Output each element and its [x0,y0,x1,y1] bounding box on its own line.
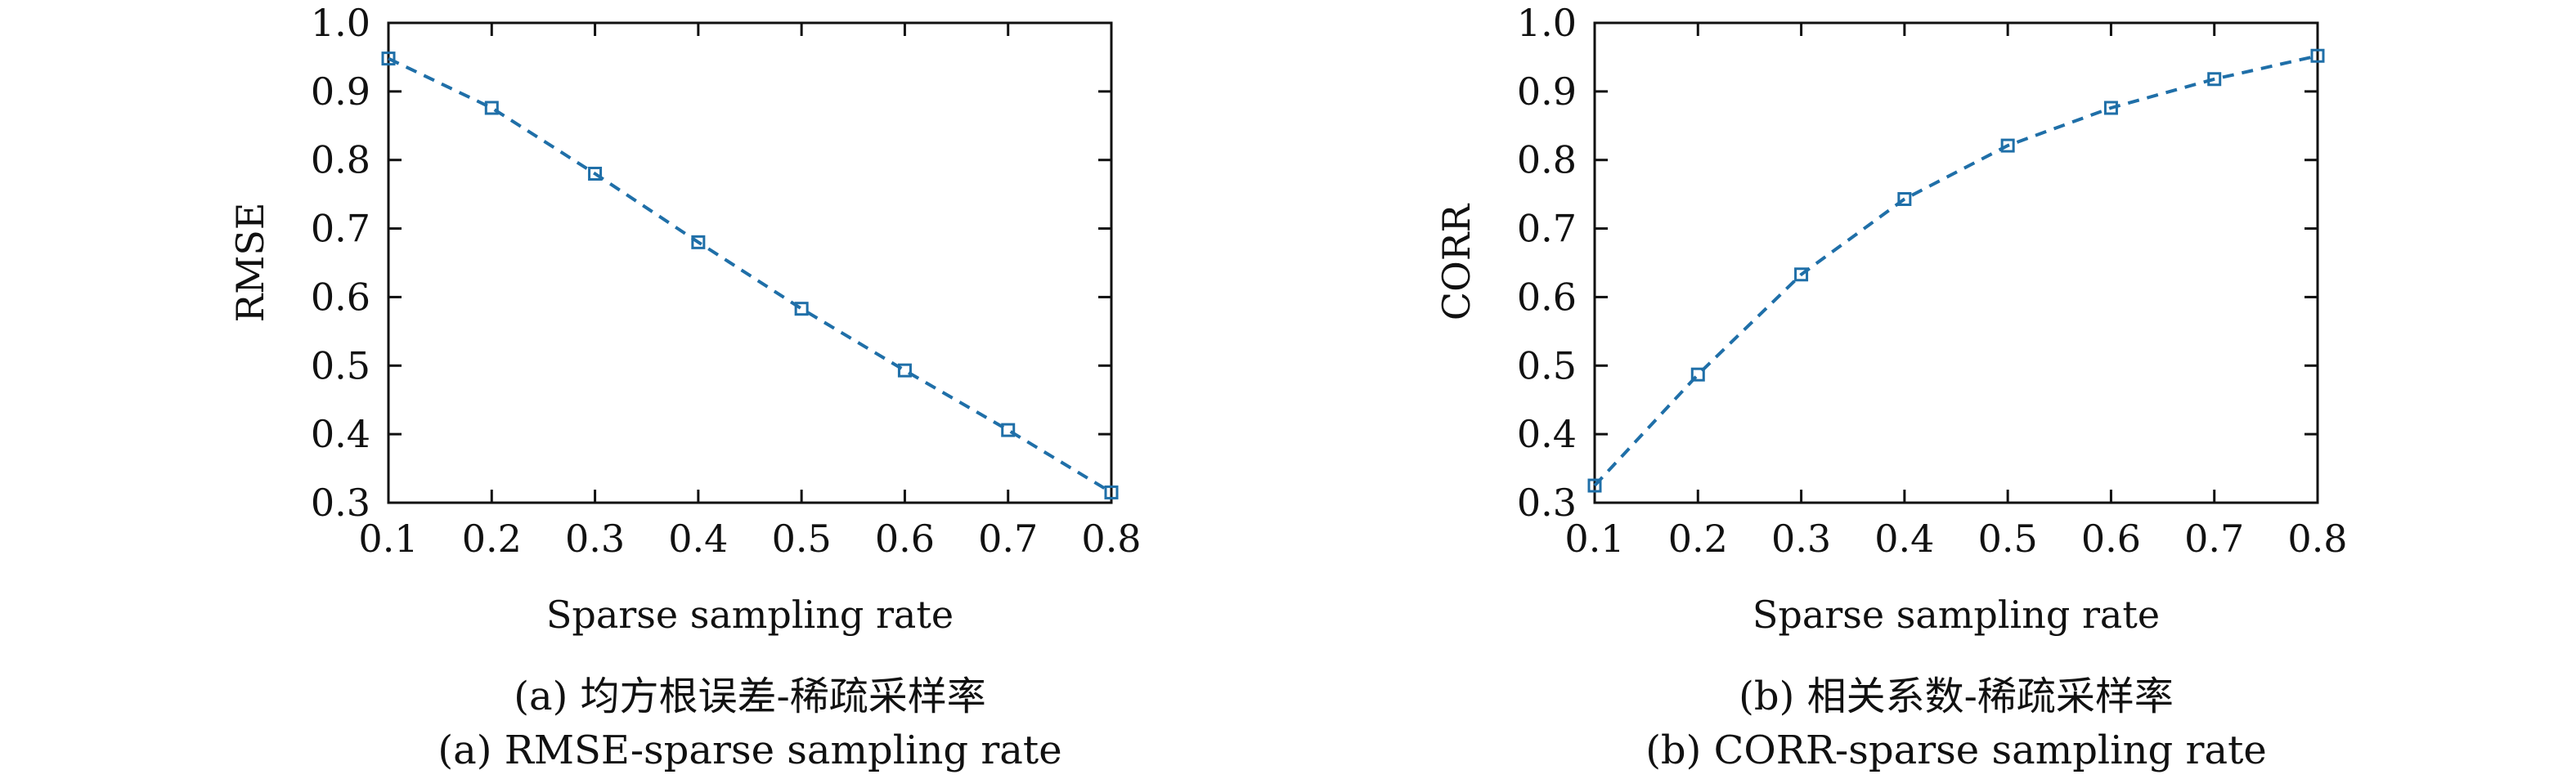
x-tick-label: 0.2 [462,517,522,561]
data-point-marker [794,302,809,316]
data-point-marker [691,235,706,249]
tick-marks [387,21,1113,504]
data-point-marker [2103,101,2118,115]
data-point-marker [2000,138,2015,153]
x-axis-label: Sparse sampling rate [546,593,954,637]
plot-frame [387,21,1113,504]
y-tick-label: 0.9 [1517,69,1577,114]
y-tick-labels: 0.3 0.4 0.5 0.6 0.7 0.8 0.9 1.0 [311,1,370,525]
x-tick-label: 0.6 [2081,517,2141,561]
data-point-marker [1587,478,1602,493]
y-tick-label: 1.0 [311,1,370,45]
y-tick-label: 0.4 [1517,412,1577,456]
data-point-marker [1001,423,1016,437]
tick-marks [1593,21,2319,504]
x-tick-label: 0.7 [2184,517,2244,561]
y-tick-label: 0.6 [1517,275,1577,319]
data-point-marker [1104,485,1119,499]
x-tick-label: 0.3 [565,517,625,561]
data-point-marker [484,101,499,115]
plot-frame [1593,21,2319,504]
y-tick-label: 0.5 [311,343,370,387]
caption-chinese: (a) 均方根误差-稀疏采样率 [514,674,986,719]
y-tick-label: 0.5 [1517,343,1577,387]
x-tick-label: 0.8 [2287,517,2347,561]
x-axis-label: Sparse sampling rate [1752,593,2160,637]
y-axis-label: CORR [1434,204,1479,321]
data-point-marker [1794,267,1809,282]
data-point-marker [897,363,912,378]
x-tick-label: 0.5 [1978,517,2038,561]
y-tick-label: 0.9 [311,69,370,114]
x-tick-label: 0.4 [1874,517,1934,561]
x-tick-label: 0.1 [358,517,418,561]
y-tick-label: 0.7 [311,207,370,251]
data-point-marker [381,51,396,66]
x-tick-label: 0.2 [1668,517,1728,561]
rmse-markers [381,51,1119,499]
y-axis-label: RMSE [228,203,272,323]
data-point-marker [1690,367,1705,382]
y-tick-label: 0.3 [311,481,370,525]
corr-markers [1587,48,2325,493]
x-tick-label: 0.4 [668,517,728,561]
y-tick-label: 0.7 [1517,207,1577,251]
y-tick-label: 0.8 [311,138,370,182]
chart-panel-corr: 0.1 0.2 0.3 0.4 0.5 0.6 0.7 0.8 0.3 0.4 0.5 0.6 0.7… [1434,1,2348,773]
data-point-marker [2310,48,2325,63]
x-tick-label: 0.6 [875,517,935,561]
x-tick-label: 0.8 [1081,517,1141,561]
data-point-marker [1897,192,1912,207]
x-tick-labels: 0.1 0.2 0.3 0.4 0.5 0.6 0.7 0.8 [1564,517,2347,561]
y-tick-label: 0.4 [311,412,370,456]
x-tick-label: 0.1 [1564,517,1624,561]
y-tick-labels: 0.3 0.4 0.5 0.6 0.7 0.8 0.9 1.0 [1517,1,1577,525]
chart-panel-rmse: 0.1 0.2 0.3 0.4 0.5 0.6 0.7 0.8 0.3 0.4 0.5 0.6 0.7… [228,1,1142,773]
corr-series-line [1593,54,2318,487]
x-tick-label: 0.7 [978,517,1038,561]
y-tick-label: 0.6 [311,275,370,319]
x-tick-label: 0.5 [772,517,832,561]
data-point-marker [588,166,603,181]
caption-english: (b) CORR-sparse sampling rate [1645,728,2267,773]
rmse-series-line [388,56,1113,495]
x-tick-labels: 0.1 0.2 0.3 0.4 0.5 0.6 0.7 0.8 [358,517,1141,561]
y-tick-label: 0.8 [1517,138,1577,182]
y-tick-label: 0.3 [1517,481,1577,525]
x-tick-label: 0.3 [1771,517,1831,561]
data-point-marker [2207,72,2222,87]
caption-english: (a) RMSE-sparse sampling rate [438,728,1061,773]
y-tick-label: 1.0 [1517,1,1577,45]
caption-chinese: (b) 相关系数-稀疏采样率 [1739,674,2174,719]
